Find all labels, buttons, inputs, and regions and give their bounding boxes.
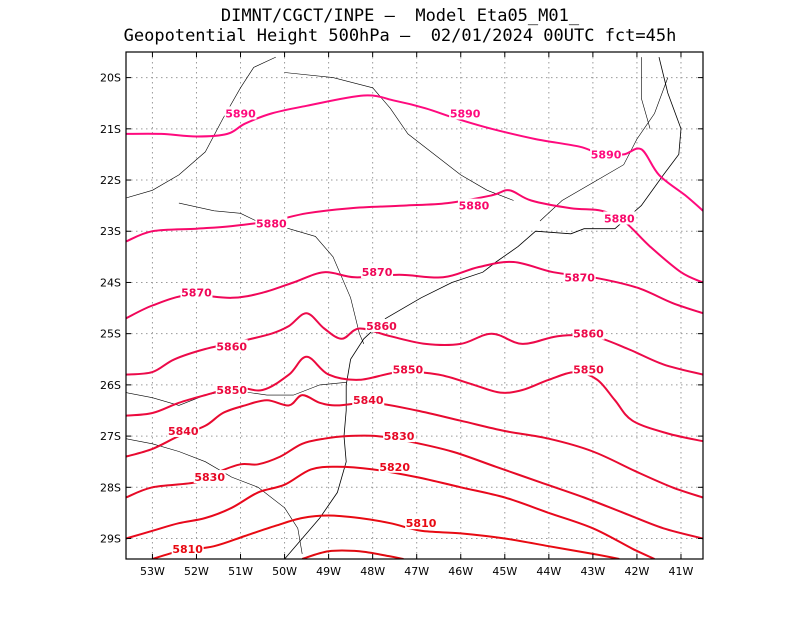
contour-label: 5890 [591, 148, 622, 161]
contour-line-5820 [126, 465, 655, 559]
lat-tick-label: 20S [100, 72, 121, 85]
map-title-line1: DIMNT/CGCT/INPE — Model Eta05_M01_ [220, 6, 580, 26]
contour-line-5880 [126, 189, 703, 284]
contour-label: 5830 [194, 471, 225, 484]
lon-tick-label: 50W [272, 565, 297, 578]
contour-label: 5850 [393, 364, 424, 377]
lon-tick-label: 42W [624, 565, 649, 578]
lat-tick-label: 25S [100, 328, 121, 341]
contour-label-bg [365, 318, 398, 332]
geography-layer [126, 56, 682, 559]
contour-label-bg [193, 470, 226, 484]
lat-tick-label: 27S [100, 430, 121, 443]
contour-line-5810 [152, 514, 620, 559]
lon-tick-label: 49W [316, 565, 341, 578]
contour-label: 5860 [573, 328, 604, 341]
contour-label: 5840 [168, 425, 199, 438]
lat-tick-label: 24S [100, 276, 121, 289]
lat-tick-label: 23S [100, 225, 121, 238]
contour-label-layer: 5890 5890 5890 5880 5880 5880 5870 5870 5870 5860… [167, 106, 636, 556]
contour-label: 5850 [573, 364, 604, 377]
lon-tick-label: 48W [360, 565, 385, 578]
contour-label-bg [603, 211, 636, 225]
axis-ticks: 20S 21S 22S 23S 24S 25S 26S 27S 28S 29S 53W 52W 51W 5… [100, 52, 703, 578]
contour-label-bg [590, 147, 623, 161]
contour-line-5840 [126, 394, 703, 499]
contour-label: 5890 [225, 107, 256, 120]
lon-tick-label: 44W [536, 565, 561, 578]
contour-label-bg [572, 362, 605, 376]
contour-label: 5870 [362, 266, 393, 279]
contour-label-bg [352, 393, 385, 407]
contour-label-bg [215, 339, 248, 353]
contour-label: 5870 [181, 287, 212, 300]
contour-line-5800 [301, 549, 404, 559]
contour-line-5890 [126, 94, 703, 212]
contour-label-bg [215, 383, 248, 396]
state-border [284, 72, 514, 201]
state-border [126, 438, 303, 554]
contour-label: 5890 [450, 107, 481, 120]
contour-label: 5830 [384, 430, 415, 443]
contour-label-bg [378, 459, 411, 473]
contour-label-bg [405, 516, 438, 530]
lon-tick-label: 41W [669, 565, 694, 578]
contour-label-bg [449, 106, 482, 120]
contour-label: 5810 [406, 517, 437, 530]
state-border [126, 56, 276, 199]
contour-label-bg [457, 198, 490, 212]
state-border [539, 77, 669, 222]
contour-label: 5880 [459, 200, 490, 213]
contour-label: 5870 [564, 271, 595, 284]
contour-label: 5850 [216, 384, 247, 397]
state-border [641, 57, 651, 129]
contour-label-bg [361, 265, 394, 279]
contour-label-bg [171, 541, 204, 555]
contour-layer [126, 94, 703, 559]
state-border [178, 202, 365, 345]
coastline [284, 57, 682, 559]
lon-tick-label: 52W [184, 565, 209, 578]
contour-label: 5860 [366, 320, 397, 333]
contour-label: 5810 [172, 543, 203, 556]
contour-label-bg [167, 423, 200, 437]
lon-tick-label: 46W [448, 565, 473, 578]
contour-label-bg [224, 106, 257, 120]
lon-tick-label: 43W [580, 565, 605, 578]
lat-tick-label: 21S [100, 123, 121, 136]
contour-label-bg [391, 362, 424, 376]
contour-label: 5840 [353, 394, 384, 407]
lon-tick-label: 51W [228, 565, 253, 578]
contour-label-bg [572, 326, 605, 340]
contour-label-bg [383, 429, 416, 443]
contour-label: 5860 [216, 340, 247, 353]
lat-tick-label: 28S [100, 481, 121, 494]
lat-tick-label: 29S [100, 533, 121, 546]
lat-lon-grid [126, 52, 703, 559]
contour-label: 5820 [379, 461, 410, 474]
contour-label: 5880 [604, 212, 635, 225]
contour-label: 5880 [256, 218, 287, 231]
lon-tick-label: 53W [140, 565, 165, 578]
lon-tick-label: 47W [404, 565, 429, 578]
lat-tick-label: 26S [100, 379, 121, 392]
contour-label-bg [180, 285, 213, 299]
lat-tick-label: 22S [100, 174, 121, 187]
lon-tick-label: 45W [492, 565, 517, 578]
contour-label-bg [563, 270, 596, 284]
map-frame [125, 51, 704, 560]
map-title-line2: Geopotential Height 500hPa — 02/01/2024 … [123, 26, 677, 46]
contour-line-5870 [126, 260, 703, 320]
contour-label-bg [255, 216, 288, 230]
